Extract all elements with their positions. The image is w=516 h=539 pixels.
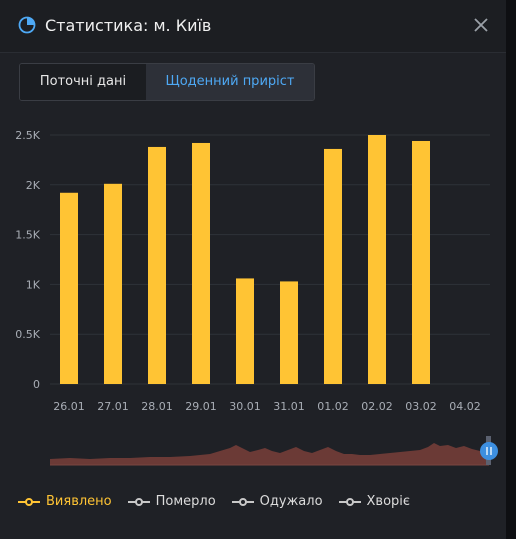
bar[interactable] xyxy=(368,135,386,384)
y-tick-label: 0.5K xyxy=(15,328,40,341)
bar[interactable] xyxy=(192,142,210,384)
navigator-area xyxy=(50,443,489,465)
bar[interactable] xyxy=(236,278,254,384)
x-tick-label: 01.02 xyxy=(317,400,349,413)
legend-marker-icon xyxy=(18,497,40,507)
y-tick-label: 2K xyxy=(26,179,41,192)
x-tick-label: 02.02 xyxy=(361,400,393,413)
view-tabs: Поточні дані Щоденний приріст xyxy=(19,63,315,101)
x-tick-label: 28.01 xyxy=(141,400,173,413)
legend-item-detected[interactable]: Виявлено xyxy=(18,494,112,509)
chart-legend: Виявлено Померло Одужало Хворіє xyxy=(18,494,426,509)
y-tick-label: 1.5K xyxy=(15,229,40,242)
range-navigator[interactable] xyxy=(0,430,506,475)
x-tick-label: 03.02 xyxy=(405,400,437,413)
legend-item-died[interactable]: Померло xyxy=(127,494,216,509)
legend-label: Виявлено xyxy=(46,494,112,509)
bar[interactable] xyxy=(412,140,430,384)
x-tick-label: 27.01 xyxy=(97,400,129,413)
legend-label: Померло xyxy=(155,494,216,509)
background-strip xyxy=(506,0,516,539)
tab-daily-growth[interactable]: Щоденний приріст xyxy=(146,64,314,100)
bar[interactable] xyxy=(60,192,78,384)
bar[interactable] xyxy=(104,183,122,384)
pie-chart-icon xyxy=(18,16,36,38)
x-tick-label: 26.01 xyxy=(53,400,85,413)
legend-label: Хворіє xyxy=(366,494,411,509)
x-tick-label: 04.02 xyxy=(449,400,481,413)
panel-title: Статистика: м. Київ xyxy=(45,16,212,35)
bar-chart: 0 0.5K 1K 1.5K 2K 2.5K 26.01 27.01 28.01 29.01 30.… xyxy=(15,129,490,413)
close-icon[interactable] xyxy=(472,16,490,38)
panel-header: Статистика: м. Київ xyxy=(0,0,506,53)
legend-marker-icon xyxy=(231,497,254,507)
x-tick-label: 31.01 xyxy=(273,400,305,413)
legend-marker-icon xyxy=(338,497,361,507)
y-tick-label: 0 xyxy=(33,378,40,391)
legend-item-recovered[interactable]: Одужало xyxy=(231,494,323,509)
bar[interactable] xyxy=(148,146,166,384)
bar[interactable] xyxy=(324,148,342,384)
navigator-grip-icon[interactable] xyxy=(480,442,498,460)
y-tick-label: 1K xyxy=(26,278,41,291)
tab-current-data[interactable]: Поточні дані xyxy=(20,64,146,100)
legend-item-sick[interactable]: Хворіє xyxy=(338,494,411,509)
x-tick-label: 29.01 xyxy=(185,400,217,413)
bar[interactable] xyxy=(280,281,298,384)
legend-marker-icon xyxy=(127,497,150,507)
y-tick-label: 2.5K xyxy=(15,129,40,142)
legend-label: Одужало xyxy=(259,494,323,509)
x-tick-label: 30.01 xyxy=(229,400,261,413)
